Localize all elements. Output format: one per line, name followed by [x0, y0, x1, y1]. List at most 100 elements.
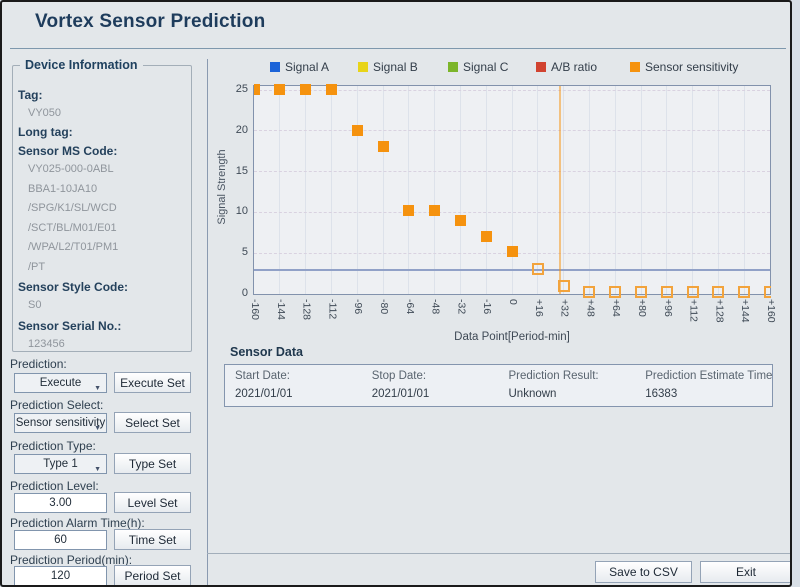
data-point: [274, 84, 286, 95]
legend-label: Signal C: [463, 60, 509, 74]
x-tick-label: +16: [532, 299, 545, 317]
x-gridline: [563, 86, 565, 294]
y-gridline: [254, 171, 770, 173]
data-point: [635, 286, 647, 299]
prediction-action-select[interactable]: Execute ▼: [14, 373, 107, 393]
x-gridline: [434, 86, 436, 294]
chevron-down-icon: ▼: [94, 385, 101, 392]
x-tick-label: -160: [249, 299, 261, 321]
y-tick-label: 10: [235, 205, 248, 218]
control-label: Prediction Period(min):: [10, 553, 133, 567]
x-gridline: [485, 86, 487, 294]
legend-swatch-icon: [270, 62, 280, 72]
legend-label: Signal A: [285, 60, 330, 74]
device-field-value: 123456: [28, 338, 65, 350]
x-tick-label: +48: [584, 299, 597, 317]
x-gridline: [382, 86, 384, 294]
x-tick-label: -128: [300, 299, 313, 321]
legend-item: Signal B: [358, 60, 418, 74]
level-set-button[interactable]: Level Set: [114, 492, 191, 513]
device-field-value: /WPA/L2/T01/PM1: [28, 241, 119, 253]
legend-item: A/B ratio: [536, 60, 597, 74]
device-field-label: Long tag:: [18, 125, 73, 139]
x-gridline: [408, 86, 410, 294]
control-label: Prediction Alarm Time(h):: [10, 516, 145, 530]
prediction-result-value: Unknown: [508, 388, 557, 400]
x-tick-label: +32: [558, 299, 571, 317]
x-gridline: [640, 86, 642, 294]
y-axis-title: Signal Strength: [216, 149, 228, 225]
select-set-button[interactable]: Select Set: [114, 412, 191, 433]
data-point: [609, 286, 622, 299]
x-tick-label: -16: [481, 299, 494, 315]
stop-date-label: Stop Date:: [371, 370, 427, 382]
prediction-type-select[interactable]: Type 1 ▼: [14, 454, 107, 474]
x-tick-label: -32: [455, 299, 468, 315]
data-point: [660, 286, 673, 299]
device-field-value: VY025-000-0ABL: [28, 163, 114, 175]
legend-label: Signal B: [373, 60, 418, 74]
device-field-value: S0: [28, 299, 42, 311]
prediction-select-select[interactable]: Sensor sensitivity ▼: [14, 413, 107, 433]
exit-button[interactable]: Exit: [700, 561, 790, 583]
x-gridline: [717, 86, 719, 294]
device-field-value: /SCT/BL/M01/E01: [28, 222, 117, 234]
x-gridline: [305, 86, 307, 294]
period-set-button[interactable]: Period Set: [114, 565, 191, 585]
x-tick-label: +96: [661, 299, 674, 317]
x-gridline: [330, 86, 332, 294]
data-point: [377, 140, 389, 152]
prediction-level-input[interactable]: [14, 493, 107, 513]
control-label: Prediction:: [10, 357, 67, 371]
data-point: [738, 286, 751, 299]
device-field-value: BBA1-10JA10: [28, 183, 98, 195]
prediction-level-line: [254, 268, 770, 271]
sensor-data-heading: Sensor Data: [230, 345, 303, 359]
control-label: Prediction Type:: [10, 439, 96, 453]
y-gridline: [254, 211, 770, 213]
x-gridline: [356, 86, 358, 294]
x-tick-label: -144: [274, 299, 287, 321]
device-field-label: Tag:: [18, 88, 43, 102]
alarm-time-input[interactable]: [14, 530, 107, 550]
panel-divider: [207, 59, 208, 585]
data-point: [686, 286, 699, 299]
x-axis-title: Data Point[Period-min]: [454, 331, 570, 343]
data-point: [351, 124, 363, 136]
legend-item: Signal A: [270, 60, 329, 74]
y-gridline: [254, 130, 770, 132]
data-point: [764, 286, 771, 299]
x-gridline: [588, 86, 590, 294]
control-label: Prediction Select:: [10, 398, 104, 412]
save-to-csv-button[interactable]: Save to CSV: [595, 561, 692, 583]
y-tick-label: 0: [241, 287, 248, 299]
title-divider: [10, 48, 786, 49]
prediction-period-input[interactable]: [14, 566, 107, 585]
x-gridline: [666, 86, 668, 294]
legend-swatch-icon: [358, 62, 368, 72]
x-tick-label: +160: [765, 299, 777, 323]
x-tick-label: -64: [403, 299, 416, 315]
legend-item: Signal C: [448, 60, 508, 74]
data-point: [506, 246, 518, 258]
device-field-value: /PT: [28, 261, 46, 273]
execute-set-button[interactable]: Execute Set: [114, 372, 191, 393]
prediction-marker-line: [559, 86, 562, 294]
chevron-down-icon: ▼: [94, 466, 101, 473]
time-set-button[interactable]: Time Set: [114, 529, 191, 550]
type-set-button[interactable]: Type Set: [114, 453, 191, 474]
x-gridline: [614, 86, 616, 294]
y-tick-label: 25: [235, 83, 248, 96]
data-point: [531, 262, 544, 275]
legend-label: Sensor sensitivity: [645, 60, 739, 74]
x-tick-label: +64: [610, 299, 623, 317]
prediction-result-label: Prediction Result:: [508, 370, 599, 382]
data-point: [325, 84, 337, 95]
footer-divider: [207, 553, 790, 554]
device-field-value: /SPG/K1/SL/WCD: [28, 202, 117, 214]
y-tick-label: 5: [241, 246, 248, 259]
prediction-type-value: Type 1: [43, 458, 78, 470]
y-tick-label: 20: [235, 123, 248, 136]
x-gridline: [743, 86, 745, 294]
